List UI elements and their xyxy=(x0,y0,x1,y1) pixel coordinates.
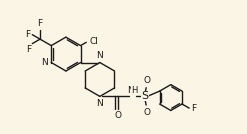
Text: S: S xyxy=(142,91,148,101)
Text: N: N xyxy=(41,58,48,67)
Text: O: O xyxy=(114,111,122,120)
Text: F: F xyxy=(26,45,31,54)
Text: O: O xyxy=(144,108,151,117)
Text: F: F xyxy=(191,104,197,113)
Text: H: H xyxy=(131,86,138,95)
Text: O: O xyxy=(144,76,151,85)
Text: N: N xyxy=(97,99,103,108)
Text: F: F xyxy=(25,30,30,39)
Text: N: N xyxy=(127,86,134,95)
Text: N: N xyxy=(97,51,103,60)
Text: Cl: Cl xyxy=(89,37,98,46)
Text: F: F xyxy=(38,19,43,28)
